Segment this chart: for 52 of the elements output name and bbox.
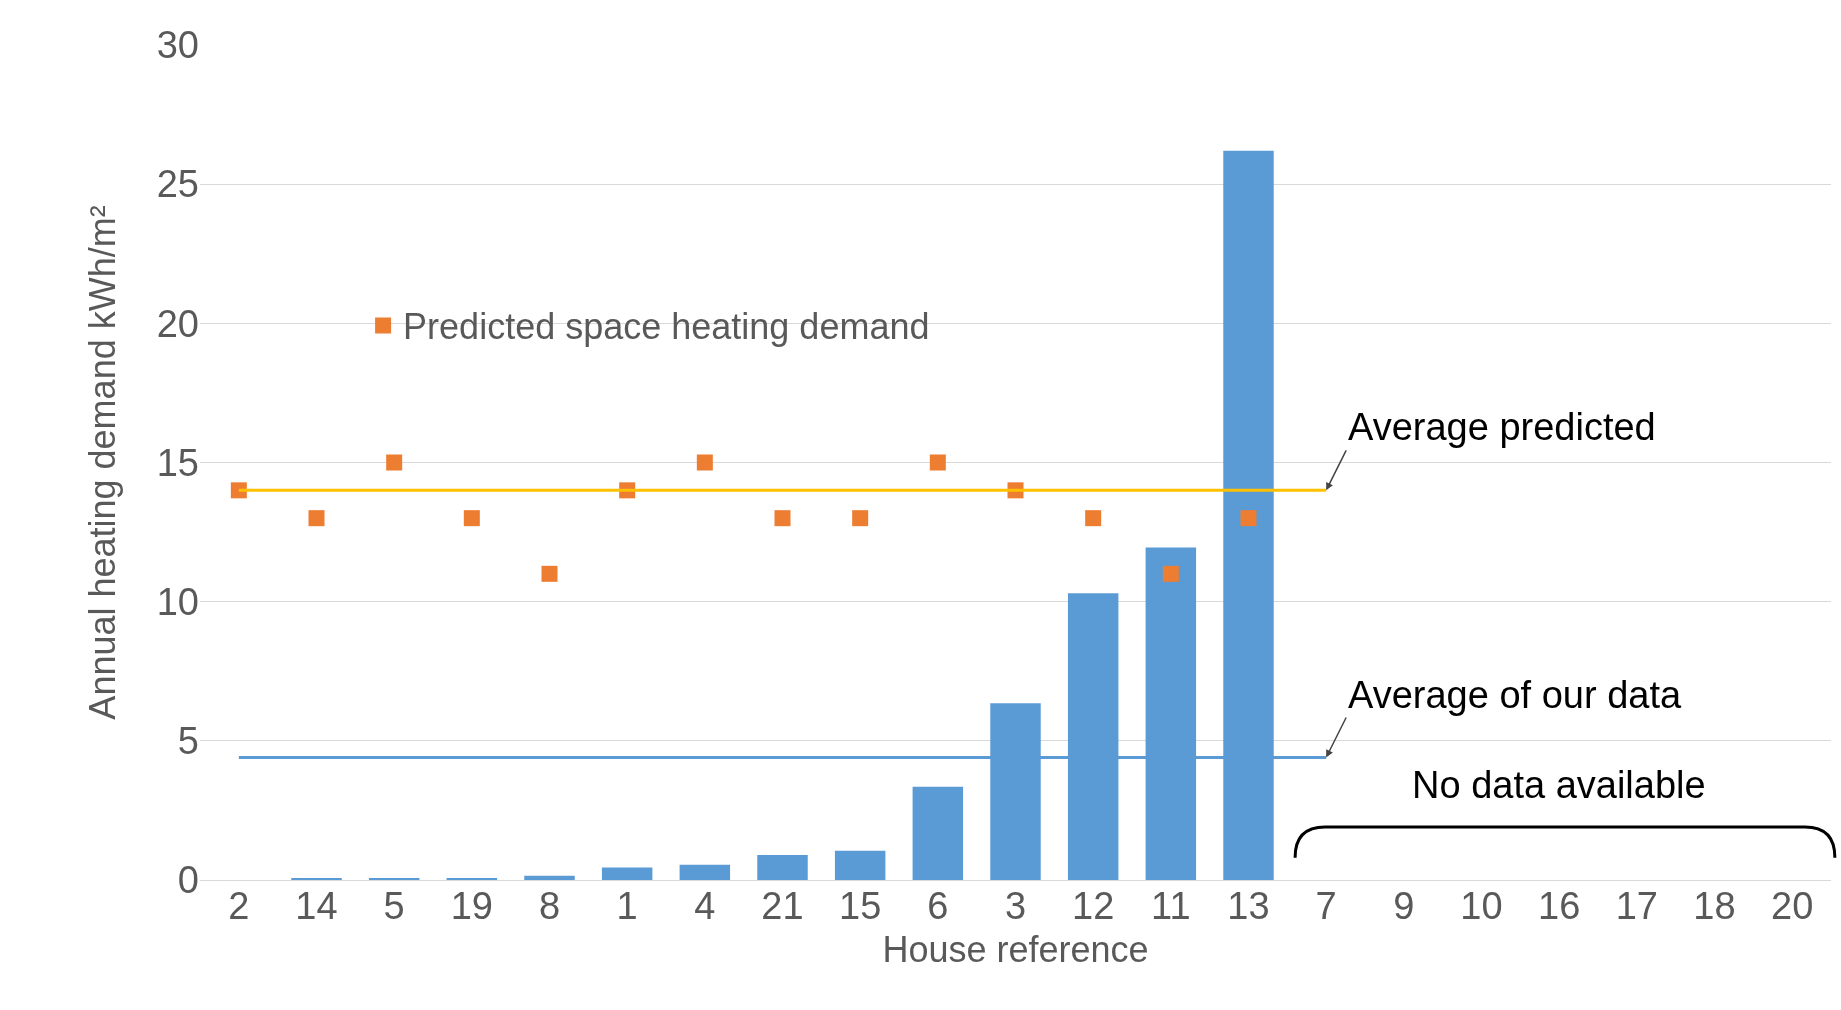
point (1240, 510, 1257, 527)
y-tick-label: 5 (177, 720, 199, 763)
point (463, 510, 480, 527)
point (696, 454, 713, 471)
ref-line-label: Average predicted (1348, 406, 1656, 448)
x-axis-title: House reference (882, 928, 1149, 970)
x-tick-label: 1 (616, 885, 638, 927)
x-tick-label: 6 (927, 885, 949, 927)
x-tick-label: 3 (1004, 885, 1027, 927)
x-tick-label: 17 (1615, 885, 1658, 927)
x-tick-label: 20 (1771, 885, 1814, 927)
x-tick-label: 5 (383, 885, 405, 927)
x-tick-label: 12 (1072, 885, 1115, 927)
x-tick-label: 7 (1315, 885, 1337, 927)
x-tick-label: 14 (295, 885, 338, 927)
y-tick-label: 20 (156, 302, 199, 345)
x-tick-label: 18 (1693, 885, 1736, 927)
x-tick-label: 10 (1460, 885, 1503, 927)
legend-label: Predicted space heating demand (403, 306, 930, 348)
y-tick-label: 10 (156, 580, 199, 623)
point (386, 454, 403, 471)
bar (524, 875, 575, 880)
bar (757, 854, 808, 880)
bar (679, 864, 731, 880)
x-tick-label: 9 (1393, 885, 1415, 927)
point (852, 510, 869, 527)
point (541, 565, 558, 582)
x-tick-label: 19 (450, 885, 493, 927)
bar (601, 867, 653, 880)
point (1085, 510, 1102, 527)
x-tick-label: 13 (1227, 885, 1270, 927)
y-tick-label: 30 (156, 24, 199, 67)
x-tick-label: 8 (538, 885, 561, 927)
ref-line-label: Average of our data (1348, 674, 1682, 716)
x-tick-label: 15 (839, 885, 882, 927)
x-tick-label: 16 (1538, 885, 1581, 927)
x-tick-label: 21 (761, 885, 804, 927)
x-tick-label: 2 (228, 885, 250, 927)
point (230, 482, 247, 499)
y-tick-label: 25 (156, 163, 199, 206)
annotation: No data available (1412, 764, 1706, 806)
x-tick-label: 11 (1151, 885, 1191, 927)
point (308, 510, 325, 527)
y-tick-label: 15 (156, 441, 199, 484)
bar (912, 786, 964, 880)
point (929, 454, 946, 471)
point (774, 510, 791, 527)
y-axis-title: Annual heating demand kWh/m² (81, 205, 123, 720)
x-tick-label: 4 (694, 885, 716, 927)
bar (834, 850, 886, 880)
point (1162, 565, 1179, 582)
y-tick-label: 0 (177, 859, 199, 902)
